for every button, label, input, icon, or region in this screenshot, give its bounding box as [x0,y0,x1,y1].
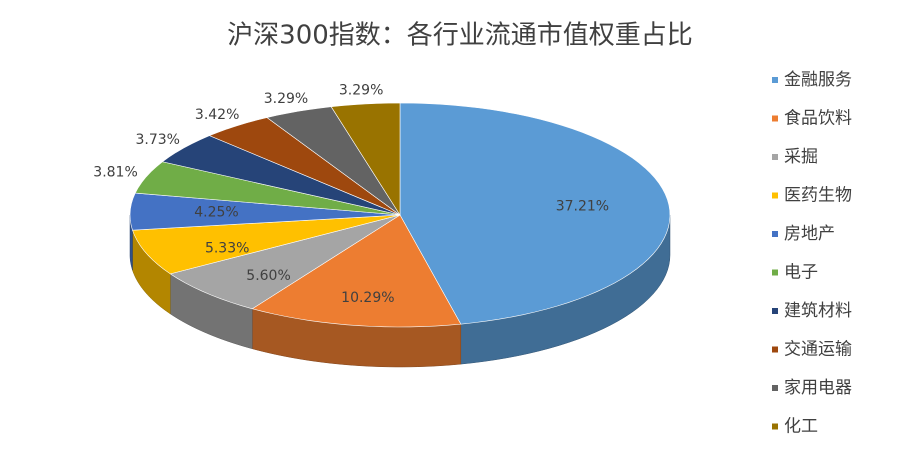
legend-marker [772,385,778,391]
pie-slice [134,161,401,216]
legend-marker [772,308,778,314]
pie-slice [208,117,401,216]
pie-sides [129,214,671,368]
legend-marker [772,154,778,160]
pie-slice [399,102,671,325]
data-label: 4.25% [194,205,238,221]
legend-label: 医药生物 [784,186,852,206]
legend-label: 金融服务 [784,70,852,90]
legend-marker [772,423,778,430]
legend-marker [772,115,778,122]
data-label: 3.29% [264,91,308,107]
pie-slice [169,214,401,310]
legend-label: 采掘 [784,147,818,167]
pie-slice [266,106,401,216]
data-label: 3.73% [135,132,179,148]
pie-slice [251,214,462,328]
chart-title: 沪深300指数：各行业流通市值权重占比 [227,21,693,51]
data-label: 5.60% [246,268,290,284]
legend-marker [772,269,778,276]
legend-label: 化工 [784,417,818,437]
legend-marker [772,77,778,83]
legend-label: 交通运输 [784,340,852,360]
data-label: 3.81% [93,164,137,180]
legend-label: 食品饮料 [784,109,852,129]
legend-marker [772,231,778,237]
pie-slice [330,102,401,217]
data-label: 10.29% [341,290,394,306]
pie-slice [132,214,401,275]
legend-label: 家用电器 [784,378,852,398]
pie-tops [129,102,671,328]
legend-marker [772,192,778,199]
data-label: 5.33% [205,241,249,257]
data-label: 37.21% [556,198,609,214]
legend-label: 建筑材料 [784,301,852,321]
data-label: 3.29% [339,83,383,99]
legend-label: 房地产 [784,224,835,244]
legend-label: 电子 [784,263,818,283]
pie-slice [161,135,401,216]
data-labels: 37.21% 10.29% 5.60% 5.33% 4.25% 3.81% 3.73% 3.4… [93,83,609,306]
data-label: 3.42% [195,107,239,123]
legend-marker [772,346,778,353]
pie-slice [129,192,401,231]
